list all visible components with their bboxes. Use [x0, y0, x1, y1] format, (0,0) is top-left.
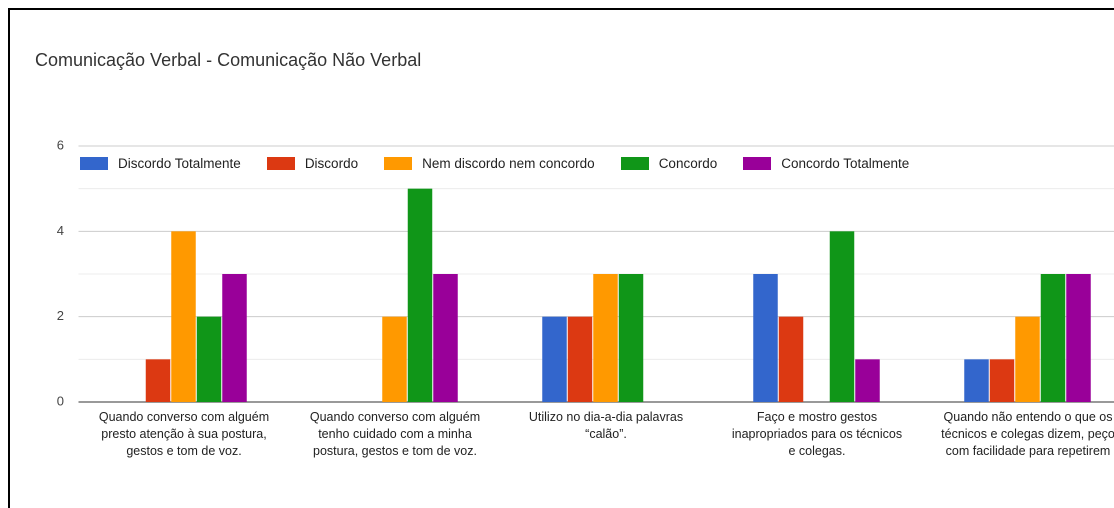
bar — [855, 359, 880, 402]
y-tick-label: 2 — [57, 308, 64, 323]
y-tick-label: 6 — [57, 137, 64, 152]
bar — [618, 274, 644, 402]
bar — [171, 231, 196, 402]
legend-label: Discordo Totalmente — [118, 156, 241, 171]
bar — [567, 316, 593, 402]
bar — [542, 316, 567, 402]
page: 0 2 4 6 Comunicação Verbal - Comunicação Nã… — [8, 8, 1114, 508]
bar — [145, 359, 171, 402]
bar — [753, 274, 778, 402]
legend-label: Nem discordo nem concordo — [422, 156, 595, 171]
bar — [382, 316, 407, 402]
bar — [964, 359, 989, 402]
bar — [407, 188, 433, 402]
bar — [196, 316, 222, 402]
legend-item: Discordo Totalmente — [80, 156, 241, 171]
chart-title: Comunicação Verbal - Comunicação Não Ver… — [35, 50, 422, 70]
bar — [829, 231, 855, 402]
chart: 0 2 4 6 — [57, 137, 1114, 408]
legend-item: Concordo — [620, 156, 718, 171]
legend-swatch — [620, 157, 649, 170]
bar — [778, 316, 804, 402]
bar — [433, 274, 458, 402]
bar — [989, 359, 1015, 402]
bar — [1066, 274, 1091, 402]
bar — [1040, 274, 1066, 402]
legend-swatch — [743, 157, 772, 170]
x-tick-label: Faço e mostro gestos inapropriados para … — [731, 410, 903, 458]
legend-swatch — [80, 157, 108, 170]
frame — [8, 8, 1114, 508]
y-tick-label: 0 — [57, 393, 64, 408]
legend-label: Concordo Totalmente — [781, 156, 910, 171]
legend: Discordo Totalmente Discordo Nem discordo … — [80, 156, 935, 171]
x-tick-label: Utilizo no dia-a-dia palavras “calão”. — [528, 410, 684, 441]
legend-item: Nem discordo nem concordo — [384, 156, 595, 171]
bar — [1015, 316, 1040, 402]
x-tick-label: Quando converso com alguém tenho cuidado… — [309, 410, 481, 458]
x-tick-label: Quando converso com alguém presto atençã… — [98, 410, 270, 458]
legend-swatch — [266, 157, 295, 170]
bar — [593, 274, 618, 402]
legend-label: Discordo — [304, 156, 359, 171]
bar — [222, 274, 247, 402]
legend-item: Concordo Totalmente — [743, 156, 909, 171]
legend-label: Concordo — [658, 156, 718, 171]
y-tick-label: 4 — [57, 223, 64, 238]
legend-swatch — [384, 157, 413, 170]
legend-item: Discordo — [266, 156, 359, 171]
x-tick-label: Quando não entendo o que os técnicos e c… — [941, 410, 1114, 458]
